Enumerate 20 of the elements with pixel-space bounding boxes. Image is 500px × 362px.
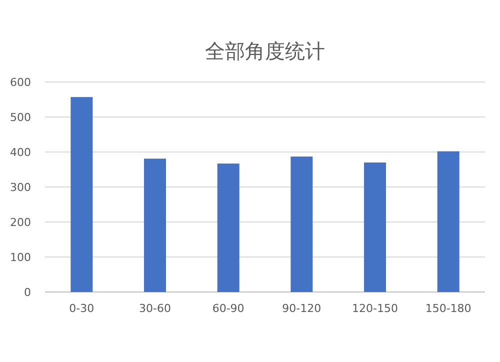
y-tick-label: 500: [10, 111, 31, 124]
x-tick-label: 0-30: [69, 302, 94, 315]
x-tick-label: 150-180: [425, 302, 472, 315]
x-tick-label: 30-60: [139, 302, 171, 315]
chart-title: 全部角度统计: [205, 39, 325, 63]
bar: [70, 97, 93, 292]
y-tick-label: 400: [10, 146, 31, 159]
x-tick-label: 120-150: [352, 302, 398, 315]
bar: [364, 162, 386, 292]
bar: [290, 156, 313, 292]
bar: [144, 158, 166, 292]
y-tick-label: 200: [10, 216, 31, 229]
bar: [217, 164, 240, 292]
x-tick-label: 90-120: [282, 302, 322, 315]
y-tick-label: 300: [10, 181, 31, 194]
bar: [437, 151, 460, 292]
y-tick-label: 600: [10, 76, 31, 89]
x-tick-label: 60-90: [212, 302, 244, 315]
y-tick-label: 0: [24, 286, 31, 299]
y-tick-label: 100: [10, 251, 31, 264]
